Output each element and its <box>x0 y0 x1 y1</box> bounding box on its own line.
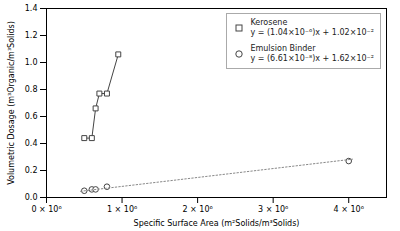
svg-text:1.2: 1.2 <box>25 31 38 40</box>
svg-text:3 × 10⁶: 3 × 10⁶ <box>258 205 288 214</box>
svg-text:0.8: 0.8 <box>25 85 38 94</box>
svg-text:1.4: 1.4 <box>25 4 38 13</box>
svg-text:1.0: 1.0 <box>25 58 38 67</box>
svg-text:4 × 10⁶: 4 × 10⁶ <box>334 205 364 214</box>
svg-text:Specific Surface Area (m²Solid: Specific Surface Area (m²Solids/m³Solids… <box>134 219 300 228</box>
html-text:Emulsion Binder y = (6.61×10⁻⁸: Emulsion Binder y = (6.61×10⁻⁸)x + 1.62×… <box>250 44 374 63</box>
svg-text:Volumetric Dosage (m³Organic/m: Volumetric Dosage (m³Organic/m³Solids) <box>7 21 16 185</box>
html-text:Kerosene y = (1.04×10⁻⁶)x + 1.: Kerosene y = (1.04×10⁻⁶)x + 1.02×10⁻² <box>250 18 374 37</box>
svg-text:0.6: 0.6 <box>25 112 38 121</box>
svg-text:1 × 10⁶: 1 × 10⁶ <box>107 205 137 214</box>
svg-text:0.4: 0.4 <box>25 139 38 148</box>
svg-text:2 × 10⁶: 2 × 10⁶ <box>182 205 212 214</box>
svg-text:0.0: 0.0 <box>25 193 38 202</box>
svg-text:0.2: 0.2 <box>25 166 38 175</box>
svg-text:0 × 10⁶: 0 × 10⁶ <box>31 205 61 214</box>
